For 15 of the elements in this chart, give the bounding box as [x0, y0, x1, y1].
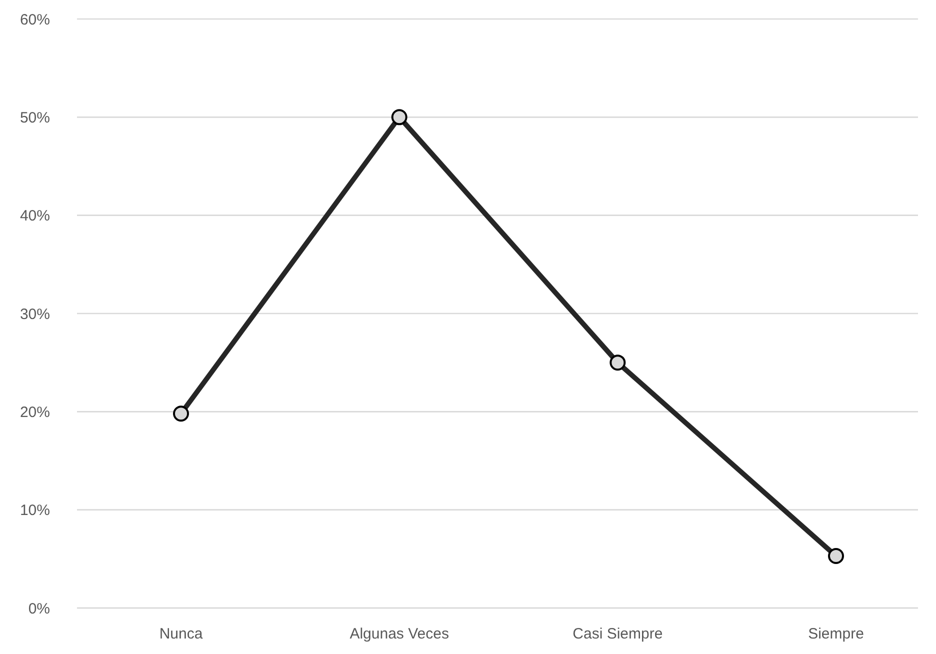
x-tick-label: Algunas Veces — [350, 626, 449, 643]
x-tick-label: Siempre — [808, 626, 864, 643]
y-tick-label: 50% — [20, 109, 50, 126]
point — [828, 548, 844, 564]
y-tick-label: 20% — [20, 404, 50, 421]
x-tick-label: Nunca — [159, 626, 204, 643]
point — [610, 354, 626, 371]
y-tick-label: 10% — [20, 502, 50, 520]
point — [391, 109, 408, 126]
y-tick-label: 0% — [28, 600, 50, 618]
y-tick-label: 30% — [20, 306, 50, 323]
y-tick-label: 60% — [20, 11, 50, 28]
x-tick-label: Casi Siempre — [572, 626, 663, 643]
point — [173, 406, 189, 422]
y-tick-label: 40% — [20, 208, 50, 225]
